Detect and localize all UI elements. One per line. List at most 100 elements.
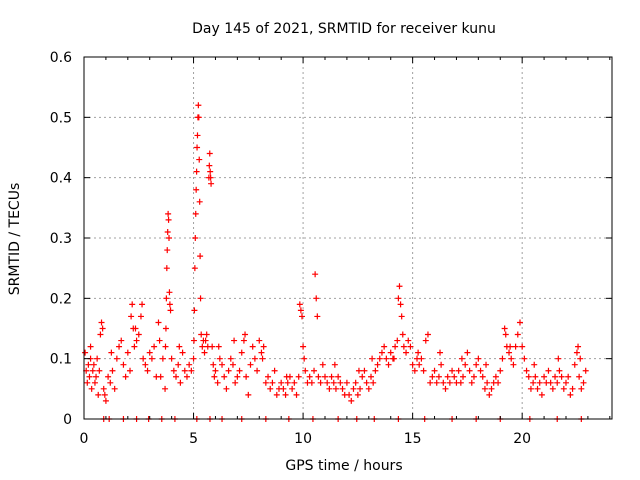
data-point xyxy=(473,361,480,368)
data-point xyxy=(247,361,254,368)
data-point xyxy=(197,295,204,302)
data-point xyxy=(531,361,538,368)
data-point xyxy=(352,379,359,386)
data-point xyxy=(193,168,200,175)
data-point xyxy=(573,349,580,356)
data-point xyxy=(319,361,326,368)
data-point xyxy=(127,367,134,374)
data-point xyxy=(139,301,146,308)
data-point xyxy=(335,373,342,380)
data-point xyxy=(370,379,377,386)
data-point xyxy=(330,379,337,386)
data-point xyxy=(269,379,276,386)
data-point xyxy=(464,349,471,356)
data-point xyxy=(194,144,201,151)
data-point xyxy=(438,361,445,368)
data-point xyxy=(582,367,589,374)
data-point xyxy=(328,373,335,380)
data-point xyxy=(128,313,135,320)
x-axis-label: GPS time / hours xyxy=(285,458,402,474)
data-point xyxy=(306,373,313,380)
data-point xyxy=(507,343,514,350)
data-point xyxy=(86,373,93,380)
x-tick-label: 20 xyxy=(513,431,531,447)
data-point xyxy=(558,373,565,380)
data-point xyxy=(163,295,170,302)
data-point xyxy=(157,373,164,380)
data-point xyxy=(243,373,250,380)
data-point xyxy=(372,367,379,374)
data-point xyxy=(571,361,578,368)
data-point xyxy=(202,337,209,344)
data-point xyxy=(315,373,322,380)
data-point xyxy=(195,102,202,109)
data-point xyxy=(164,228,171,235)
data-point xyxy=(295,373,302,380)
data-point xyxy=(192,210,199,217)
data-point xyxy=(383,355,390,362)
data-point xyxy=(326,385,333,392)
data-point xyxy=(532,373,539,380)
data-point xyxy=(234,373,241,380)
data-point xyxy=(300,343,307,350)
data-point xyxy=(208,180,215,187)
data-point xyxy=(221,373,228,380)
data-point xyxy=(466,367,473,374)
data-point xyxy=(296,301,303,308)
data-point xyxy=(422,337,429,344)
data-point xyxy=(418,355,425,362)
data-point xyxy=(168,355,175,362)
data-point xyxy=(357,385,364,392)
data-point xyxy=(523,367,530,374)
data-point xyxy=(337,379,344,386)
data-point xyxy=(124,349,131,356)
data-point xyxy=(98,319,105,326)
data-point xyxy=(394,337,401,344)
data-point xyxy=(87,343,94,350)
data-point xyxy=(199,343,206,350)
y-tick-label: 0.2 xyxy=(50,291,72,307)
data-point xyxy=(527,385,534,392)
data-point xyxy=(359,373,366,380)
data-point xyxy=(240,337,247,344)
data-point xyxy=(538,391,545,398)
data-point xyxy=(567,391,574,398)
data-point xyxy=(249,343,256,350)
data-point xyxy=(479,373,486,380)
data-point xyxy=(378,349,385,356)
data-point xyxy=(497,367,504,374)
data-point xyxy=(411,367,418,374)
data-point xyxy=(177,379,184,386)
data-point xyxy=(132,325,139,332)
data-point xyxy=(530,379,537,386)
data-point xyxy=(162,325,169,332)
data-point xyxy=(203,331,210,338)
data-point xyxy=(283,373,290,380)
data-point xyxy=(331,361,338,368)
data-point xyxy=(433,379,440,386)
data-point xyxy=(109,367,116,374)
data-point xyxy=(486,391,493,398)
x-tick-label: 0 xyxy=(80,431,89,447)
data-point xyxy=(424,331,431,338)
data-point xyxy=(101,391,108,398)
data-point xyxy=(256,337,263,344)
data-point xyxy=(173,373,180,380)
data-point xyxy=(405,337,412,344)
y-axis-label: SRMTID / TECUs xyxy=(7,183,23,296)
data-point xyxy=(165,210,172,217)
data-point xyxy=(355,367,362,374)
data-point xyxy=(363,379,370,386)
data-point xyxy=(229,361,236,368)
data-point xyxy=(166,289,173,296)
data-point xyxy=(289,385,296,392)
data-point xyxy=(549,385,556,392)
data-point xyxy=(451,373,458,380)
data-point xyxy=(437,349,444,356)
data-point xyxy=(297,307,304,314)
data-point xyxy=(552,373,559,380)
data-point xyxy=(211,373,218,380)
data-point xyxy=(475,355,482,362)
data-point xyxy=(391,355,398,362)
data-point xyxy=(429,373,436,380)
